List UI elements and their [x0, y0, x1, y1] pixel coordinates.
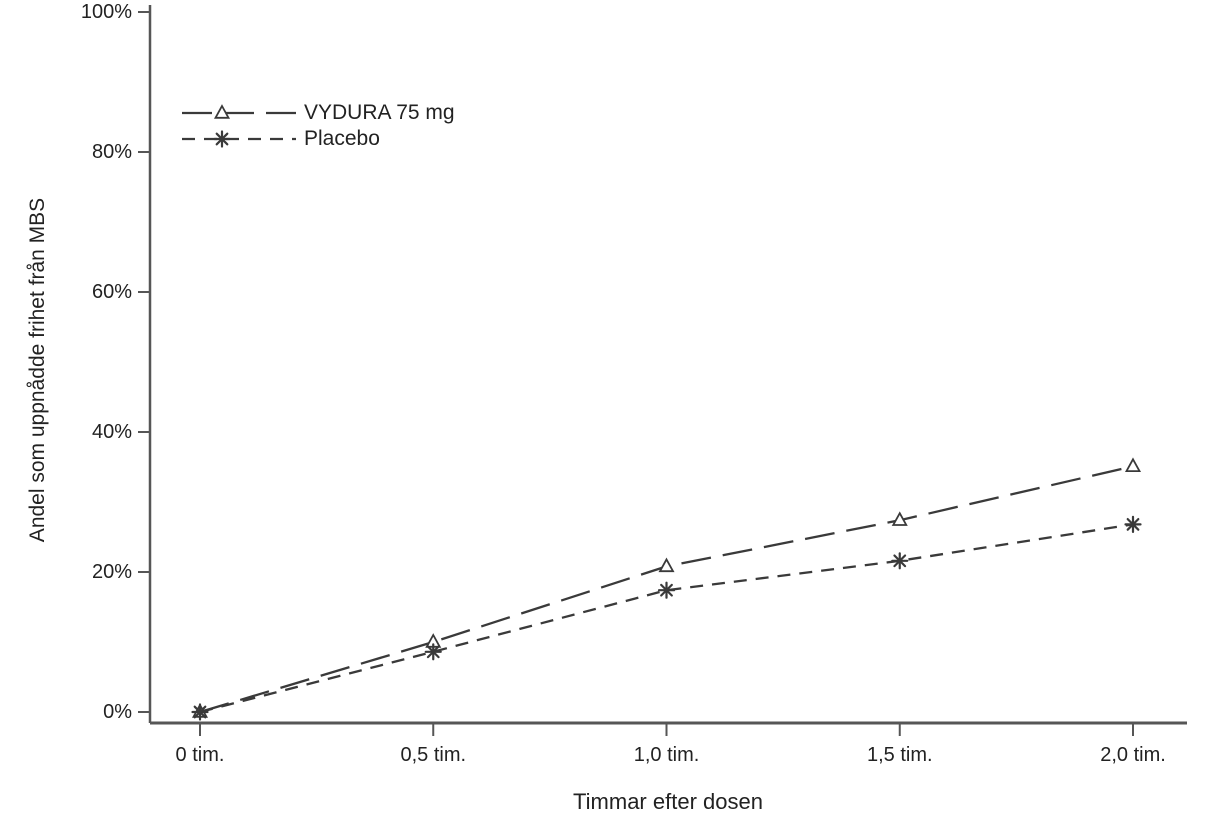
- x-tick-label: 0 tim.: [175, 744, 225, 766]
- x-tick-label: 2,0 tim.: [1100, 744, 1166, 766]
- legend-label: VYDURA 75 mg: [304, 101, 455, 124]
- y-tick-label: 0%: [103, 701, 132, 723]
- y-tick-label: 40%: [91, 421, 132, 443]
- asterisk-marker-icon: [891, 552, 909, 570]
- x-tick-label: 1,5 tim.: [866, 744, 933, 766]
- asterisk-marker-icon: [1124, 515, 1142, 534]
- y-tick-label: 100%: [80, 1, 132, 23]
- legend-item-vydura-75-mg: VYDURA 75 mg: [180, 100, 455, 126]
- legend-line-sample: [182, 104, 296, 119]
- asterisk-marker-icon: [657, 581, 676, 599]
- asterisk-marker-icon: [424, 643, 442, 661]
- y-tick-label: 20%: [91, 561, 132, 583]
- legend: VYDURA 75 mg Placebo: [180, 100, 455, 152]
- y-tick-label: 80%: [91, 141, 132, 163]
- y-axis-title: Andel som uppnådde frihet från MBS: [26, 197, 49, 543]
- triangle-marker-icon: [213, 104, 231, 119]
- asterisk-marker-icon: [213, 130, 231, 148]
- x-tick-label: 1,0 tim.: [633, 744, 700, 766]
- triangle-marker-icon: [891, 511, 908, 526]
- series-markers-placebo: [191, 515, 1142, 721]
- x-tick-label: 0,5 tim.: [400, 744, 467, 766]
- triangle-marker-icon: [1124, 457, 1142, 473]
- x-axis-title: Timmar efter dosen: [573, 789, 763, 814]
- triangle-marker-icon: [658, 557, 675, 573]
- asterisk-marker-icon: [191, 703, 209, 721]
- legend-item-placebo: Placebo: [180, 126, 455, 152]
- legend-label: Placebo: [304, 127, 380, 150]
- y-tick-label: 60%: [91, 281, 132, 303]
- series-line-placebo: [199, 523, 1134, 714]
- legend-line-sample: [182, 130, 296, 148]
